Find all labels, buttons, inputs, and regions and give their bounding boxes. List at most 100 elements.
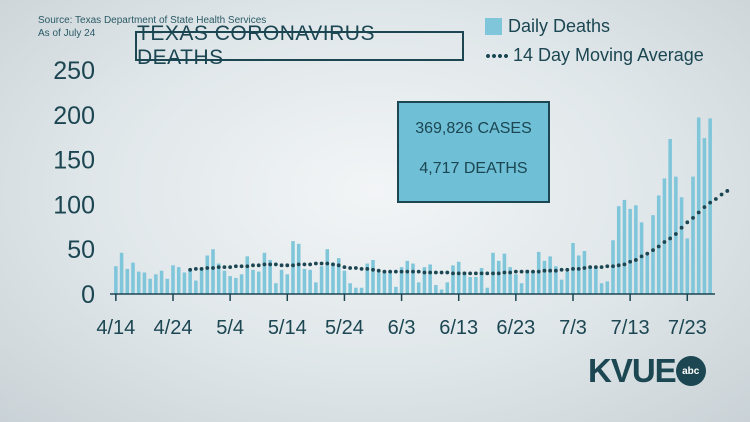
bar xyxy=(434,285,438,294)
moving-average-point xyxy=(228,265,233,270)
bar xyxy=(382,271,387,294)
bar xyxy=(222,270,227,294)
moving-average-point xyxy=(685,220,690,225)
bar xyxy=(651,215,655,294)
bar xyxy=(428,264,432,294)
moving-average-point xyxy=(273,262,278,267)
moving-average-point xyxy=(553,268,558,273)
moving-average-point xyxy=(359,267,364,271)
moving-average-point xyxy=(576,267,581,271)
bar xyxy=(176,267,181,294)
abc-badge-icon: abc xyxy=(675,356,706,386)
bar xyxy=(576,255,581,294)
bar xyxy=(342,270,347,294)
bar xyxy=(279,269,284,294)
x-tick-label: 6/13 xyxy=(439,317,478,339)
moving-average-point xyxy=(633,258,638,262)
bar xyxy=(165,278,170,294)
bar xyxy=(679,197,684,294)
bar xyxy=(308,269,312,294)
bar xyxy=(268,259,272,294)
x-tick-label: 7/13 xyxy=(611,317,650,339)
moving-average-point xyxy=(559,267,564,272)
moving-average-point xyxy=(668,236,673,241)
moving-average-point xyxy=(662,240,667,244)
moving-average-point xyxy=(713,197,718,201)
moving-average-point xyxy=(393,269,398,274)
x-tick-label: 7/23 xyxy=(668,317,707,339)
moving-average-point xyxy=(679,225,684,230)
bar xyxy=(245,256,250,294)
bar xyxy=(274,283,278,294)
moving-average-point xyxy=(319,261,324,266)
moving-average-point xyxy=(245,264,250,269)
bar xyxy=(291,241,295,294)
moving-average-point xyxy=(599,265,604,270)
bar xyxy=(325,249,330,294)
moving-average-point xyxy=(513,269,518,274)
dotted-line-icon xyxy=(485,52,509,59)
moving-average-point xyxy=(725,189,730,193)
moving-average-point xyxy=(496,271,501,276)
moving-average-point xyxy=(348,266,353,270)
bar xyxy=(211,249,215,294)
moving-average-point xyxy=(291,263,295,268)
moving-average-point xyxy=(353,266,358,270)
as-of-line: As of July 24 xyxy=(38,28,96,39)
bar xyxy=(479,268,484,294)
bar xyxy=(159,270,164,294)
moving-average-point xyxy=(222,265,227,270)
moving-average-point xyxy=(451,271,455,276)
bar xyxy=(451,265,455,294)
bar xyxy=(188,269,192,294)
moving-average-point xyxy=(622,262,627,267)
bar xyxy=(525,269,530,294)
moving-average-point xyxy=(416,269,421,274)
bar xyxy=(182,272,187,294)
bar xyxy=(262,252,267,294)
moving-average-point xyxy=(673,232,678,236)
moving-average-point xyxy=(645,251,650,256)
bar xyxy=(371,259,375,294)
moving-average-point xyxy=(582,266,587,270)
moving-average-point xyxy=(616,263,621,268)
moving-average-point xyxy=(308,262,313,267)
moving-average-point xyxy=(199,267,204,271)
x-tick-label: 5/14 xyxy=(268,317,307,339)
bar xyxy=(668,138,672,294)
bar xyxy=(136,271,141,294)
bar xyxy=(388,272,392,294)
bar xyxy=(519,283,524,294)
legend-item-moving-average: 14 Day Moving Average xyxy=(485,41,704,70)
bar xyxy=(691,176,695,294)
bar xyxy=(314,282,318,294)
bar xyxy=(508,267,512,294)
moving-average-point xyxy=(433,270,438,275)
bar xyxy=(594,268,598,294)
bar xyxy=(251,269,255,294)
moving-average-point xyxy=(571,267,575,271)
moving-average-point xyxy=(519,269,524,274)
x-tick-label: 6/23 xyxy=(496,317,535,339)
moving-average-point xyxy=(656,244,661,249)
bar xyxy=(302,268,307,294)
bar xyxy=(142,272,147,294)
moving-average-point xyxy=(708,200,713,205)
moving-average-point xyxy=(336,263,341,268)
moving-average-point xyxy=(371,267,375,272)
moving-average-point xyxy=(531,269,535,274)
moving-average-point xyxy=(313,261,318,266)
x-tick-label: 6/3 xyxy=(388,317,416,339)
bar xyxy=(582,250,587,294)
moving-average-point xyxy=(508,270,513,275)
moving-average-point xyxy=(702,205,707,209)
y-tick-label: 0 xyxy=(81,281,95,309)
moving-average-point xyxy=(268,262,273,267)
moving-average-point xyxy=(479,271,484,276)
moving-average-point xyxy=(302,262,307,267)
legend-label: Daily Deaths xyxy=(508,16,611,36)
moving-average-point xyxy=(548,268,553,273)
moving-average-point xyxy=(285,263,290,268)
bar xyxy=(411,263,415,294)
bar xyxy=(634,205,638,294)
